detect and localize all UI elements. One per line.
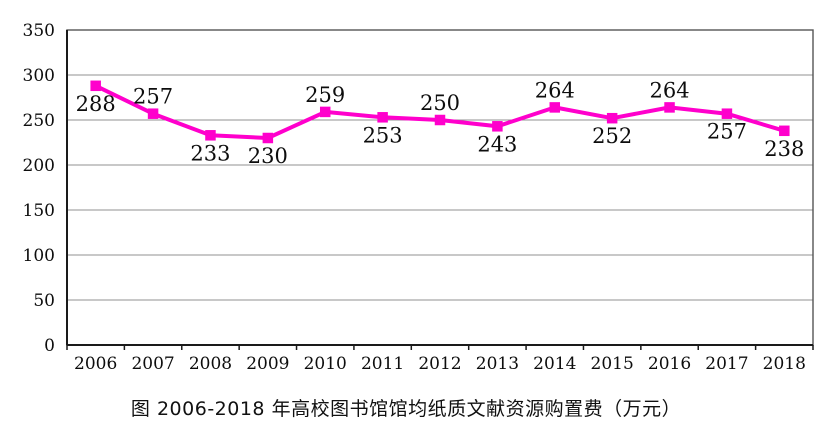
data-point-marker	[262, 132, 274, 144]
x-tick-label: 2007	[131, 354, 174, 374]
chart-caption: 图 2006-2018 年高校图书馆馆均纸质文献资源购置费（万元）	[130, 398, 682, 420]
data-label: 250	[420, 91, 460, 115]
data-point-marker	[377, 112, 388, 123]
x-tick-label: 2011	[361, 354, 404, 374]
x-tick-label: 2006	[74, 354, 117, 374]
data-point-marker	[721, 108, 733, 119]
data-label: 259	[305, 83, 345, 107]
line-chart: 0 50 100 150 200 250 300 350 2006 2007 2008 2009 201…	[23, 21, 814, 374]
data-point-marker	[90, 80, 101, 92]
data-label: 257	[133, 85, 173, 109]
data-point-marker	[147, 108, 159, 119]
data-point-marker	[434, 114, 446, 126]
data-label: 243	[477, 132, 517, 156]
data-point-marker	[606, 112, 618, 124]
data-label: 264	[535, 78, 575, 102]
x-tick-label: 2018	[763, 354, 806, 374]
data-label: 252	[592, 124, 632, 148]
data-label: 238	[764, 137, 804, 161]
data-label: 257	[707, 120, 747, 144]
data-point-marker	[492, 121, 503, 132]
data-point-marker	[779, 125, 790, 137]
y-tick-label: 250	[23, 111, 55, 131]
data-label: 264	[649, 78, 689, 102]
x-tick-label: 2008	[189, 354, 232, 374]
x-tick-label: 2013	[476, 354, 519, 374]
y-tick-label: 150	[23, 201, 55, 221]
data-label: 230	[248, 144, 288, 168]
y-tick-label: 300	[23, 66, 55, 86]
y-tick-label: 0	[44, 336, 55, 356]
x-tick-label: 2010	[304, 354, 347, 374]
x-tick-label: 2017	[705, 354, 748, 374]
data-point-marker	[549, 102, 561, 113]
x-tick-label: 2012	[418, 354, 461, 374]
data-point-marker	[205, 130, 216, 141]
x-tick-label: 2015	[591, 354, 634, 374]
y-tick-label: 100	[23, 246, 55, 266]
y-tick-label: 350	[23, 21, 55, 41]
plot-border	[66, 29, 814, 346]
x-tick-label: 2016	[648, 354, 691, 374]
data-label: 233	[190, 141, 230, 165]
x-tick-label: 2014	[533, 354, 576, 374]
y-tick-label: 200	[23, 156, 55, 176]
data-point-marker	[664, 102, 675, 113]
x-tick-label: 2009	[246, 354, 289, 374]
data-label: 253	[363, 123, 403, 147]
data-point-marker	[319, 106, 331, 118]
data-label: 288	[76, 92, 116, 116]
y-tick-label: 50	[33, 291, 55, 311]
